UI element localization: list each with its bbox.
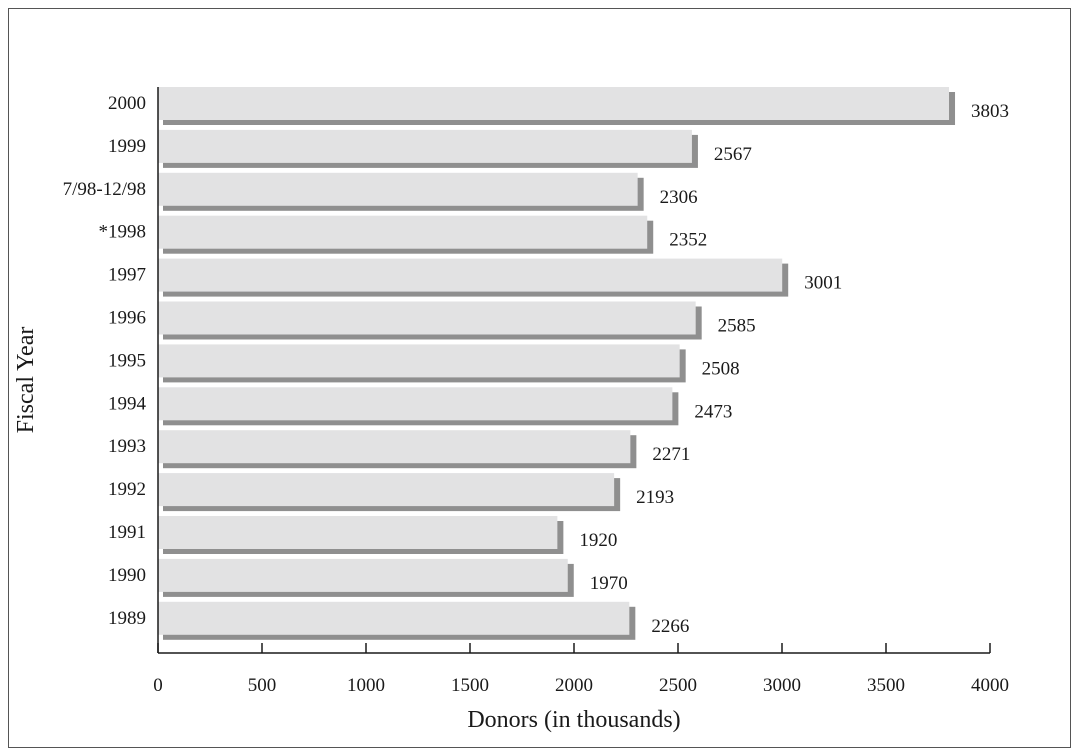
bar <box>158 258 783 292</box>
y-tick-label: 1992 <box>108 479 146 500</box>
y-tick-label: *1998 <box>99 222 147 243</box>
bar <box>158 473 615 507</box>
y-tick-label: 1996 <box>108 308 146 329</box>
y-axis-label: Fiscal Year <box>13 327 39 434</box>
bar <box>158 516 558 549</box>
x-axis-label: Donors (in thousands) <box>467 707 680 733</box>
data-label: 3001 <box>804 273 842 294</box>
bar <box>158 172 638 206</box>
y-tick-label: 1999 <box>108 136 146 157</box>
data-label: 2585 <box>718 316 756 337</box>
bar <box>158 129 692 163</box>
y-tick-label: 1995 <box>108 350 146 371</box>
y-tick-label: 1993 <box>108 436 146 457</box>
bar <box>158 215 648 249</box>
bar <box>158 344 680 378</box>
x-tick-label: 4000 <box>971 675 1009 696</box>
data-label: 2567 <box>714 144 752 165</box>
data-label: 2271 <box>652 444 690 465</box>
y-tick-label: 1991 <box>108 522 146 543</box>
x-tick-label: 2000 <box>555 675 593 696</box>
data-label: 1920 <box>579 530 617 551</box>
data-label: 2193 <box>636 487 674 508</box>
x-tick-label: 3000 <box>763 675 801 696</box>
y-tick-label: 1997 <box>108 265 146 286</box>
axes: 0 500 1000 1500 2000 2500 3000 3500 4000 <box>153 87 1009 696</box>
bar-chart: 2000 3803 1999 2567 7/98-12/98 2306 *1998 2352 1… <box>13 87 1009 733</box>
y-tick-label: 1989 <box>108 608 146 629</box>
x-tick-label: 0 <box>153 675 163 696</box>
chart-frame: 2000 3803 1999 2567 7/98-12/98 2306 *1998 2352 1… <box>8 8 1071 748</box>
y-tick-label: 1990 <box>108 565 146 586</box>
x-tick-label: 1500 <box>451 675 489 696</box>
y-tick-label: 7/98-12/98 <box>63 179 146 200</box>
data-label: 2508 <box>702 358 740 379</box>
bar <box>158 601 630 635</box>
bars-layer: 2000 3803 1999 2567 7/98-12/98 2306 *1998 2352 1… <box>63 87 1009 640</box>
y-tick-label: 1994 <box>108 393 147 414</box>
x-tick-label: 500 <box>248 675 277 696</box>
data-label: 2352 <box>669 230 707 251</box>
data-label: 1970 <box>590 573 628 594</box>
bar <box>158 87 950 120</box>
data-label: 2306 <box>660 187 698 208</box>
x-tick-label: 3500 <box>867 675 905 696</box>
bar <box>158 430 631 464</box>
bar <box>158 387 673 421</box>
x-tick-label: 2500 <box>659 675 697 696</box>
bar <box>158 301 696 335</box>
data-label: 2473 <box>694 401 732 422</box>
data-label: 3803 <box>971 101 1009 122</box>
data-label: 2266 <box>651 616 689 637</box>
bar <box>158 558 568 592</box>
x-tick-label: 1000 <box>347 675 385 696</box>
y-tick-label: 2000 <box>108 93 146 114</box>
